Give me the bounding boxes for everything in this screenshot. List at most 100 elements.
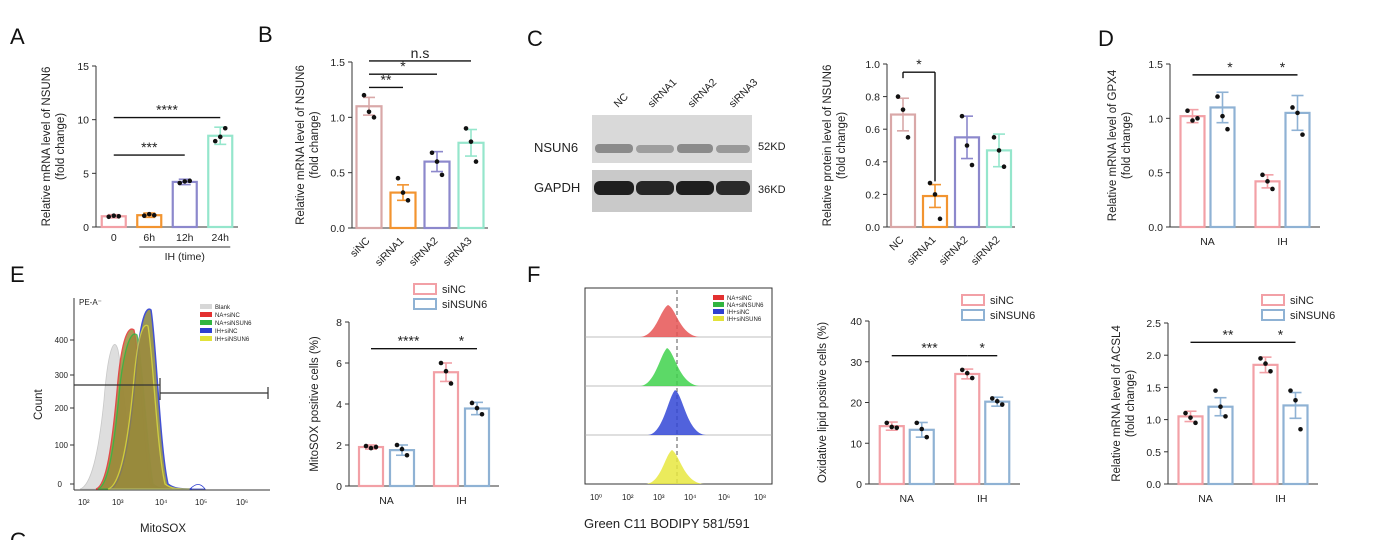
data-point [937,216,943,222]
x-tick-label: 12h [176,232,194,244]
data-point [991,135,997,140]
data-point [894,425,900,431]
x-tick-label: NA [899,493,914,505]
flow-ytick: 200 [55,404,69,413]
data-point [434,159,440,164]
bodipy-xtick: 10² [622,493,634,502]
data-point [900,107,906,112]
data-point [1293,397,1298,403]
legend-label: siNSUN6 [442,299,487,311]
significance-label: *** [921,340,938,356]
blot-band [716,145,750,153]
bar [355,105,383,230]
y-axis-title-2: (fold change) [309,111,321,178]
bodipy-xtick: 10⁰ [590,493,602,502]
flow-stack-bodipy: NA+siNC NA+siNSUN6 IH+siNC IH+siNSUN6 10… [584,287,773,531]
data-point [1193,420,1198,426]
data-point [1295,110,1300,116]
bar-sinsun6 [1207,405,1234,486]
bar [171,180,198,229]
data-point [1265,179,1270,184]
flow-ytick: 400 [55,336,69,345]
flow-legend-label: Blank [215,305,231,311]
blot-row-label: NSUN6 [534,140,578,155]
bar-sinc [1252,363,1279,486]
chart-c-protein-nsun6: 0.0 0.2 0.4 0.6 0.8 1.0 Relative protein level… [822,56,1015,268]
panel-label-e: E [10,262,25,287]
y-tick-label: 5 [83,168,89,180]
data-point [914,420,920,426]
legend-swatch [961,294,985,306]
significance-label: *** [141,139,158,155]
y-axis-title-2: (fold change) [1121,112,1133,179]
data-point [361,92,367,98]
data-point [1288,388,1293,393]
x-tick-label: siNC [348,235,373,260]
data-point [919,426,925,432]
data-point [222,125,228,131]
y-tick-label: 4 [336,399,342,411]
bar-sinc [878,425,905,486]
y-tick-label: 1.0 [1146,415,1161,427]
data-point [439,172,445,178]
flow-curve-ih-sinsun6 [107,324,191,490]
panel-label-f: F [527,262,540,287]
data-point [479,411,485,417]
significance-label: * [400,58,406,74]
legend-swatch [961,309,985,321]
flow-xtick: 10³ [112,498,124,507]
significance-label: * [980,340,986,356]
data-point [116,213,122,219]
bodipy-legend-label: NA+siNC [727,296,753,302]
flow-xtick: 10⁵ [195,498,207,507]
data-point [187,178,193,184]
data-point [141,213,147,219]
bar-sinsun6 [463,407,491,488]
blot-lane-label: siRNA1 [646,76,680,110]
data-point [177,180,183,186]
y-tick-label: 0 [336,481,342,493]
flow-legend-label: IH+siNC [215,329,238,335]
legend-label: siNSUN6 [990,310,1035,322]
western-blot: NC siRNA1 siRNA2 siRNA3 NSUN6 GAPDH 52KD… [534,76,786,212]
data-point [1218,404,1223,410]
y-tick-label: 0.5 [330,168,345,180]
data-point [151,212,157,218]
panel-label-g: G [10,528,27,540]
significance-label: n.s [411,45,430,61]
flow-xtick: 10² [78,498,90,507]
data-point [959,113,965,119]
data-point [106,214,112,220]
data-point [429,150,435,156]
data-point [1188,415,1193,420]
y-tick-label: 1.5 [1146,382,1161,394]
bar-sinsun6 [984,400,1011,486]
chart-e-mitosox-positive: 0 2 4 6 8 MitoSOX positive cells (%) NA IH siNC s… [309,283,499,507]
y-tick-label: 0.0 [1148,222,1163,234]
legend-swatch [1261,294,1285,306]
data-point [368,445,374,451]
y-tick-label: 1.5 [1148,59,1163,71]
data-point [1001,164,1007,169]
data-point [182,179,188,184]
blot-lane-label: siRNA3 [727,76,761,110]
y-tick-label: 0.2 [865,189,880,201]
y-tick-label: 8 [336,317,342,329]
x-tick-label: 24h [211,232,229,244]
x-tick-label: NA [1200,236,1215,248]
bodipy-curve-na-sinsun6 [640,348,700,386]
blot-band [636,145,674,153]
significance-label: **** [156,102,178,118]
bar-sinc [954,372,981,486]
bodipy-xtick: 10⁸ [754,493,766,502]
data-point [474,405,480,411]
data-point [927,180,933,186]
data-point [469,400,475,406]
x-tick-label: 6h [143,232,155,244]
data-point [959,367,965,373]
panel-label-d: D [1098,26,1114,51]
y-tick-label: 0.8 [865,92,880,104]
data-point [1213,388,1218,393]
data-point [1263,361,1268,366]
y-tick-label: 0.5 [1146,447,1161,459]
